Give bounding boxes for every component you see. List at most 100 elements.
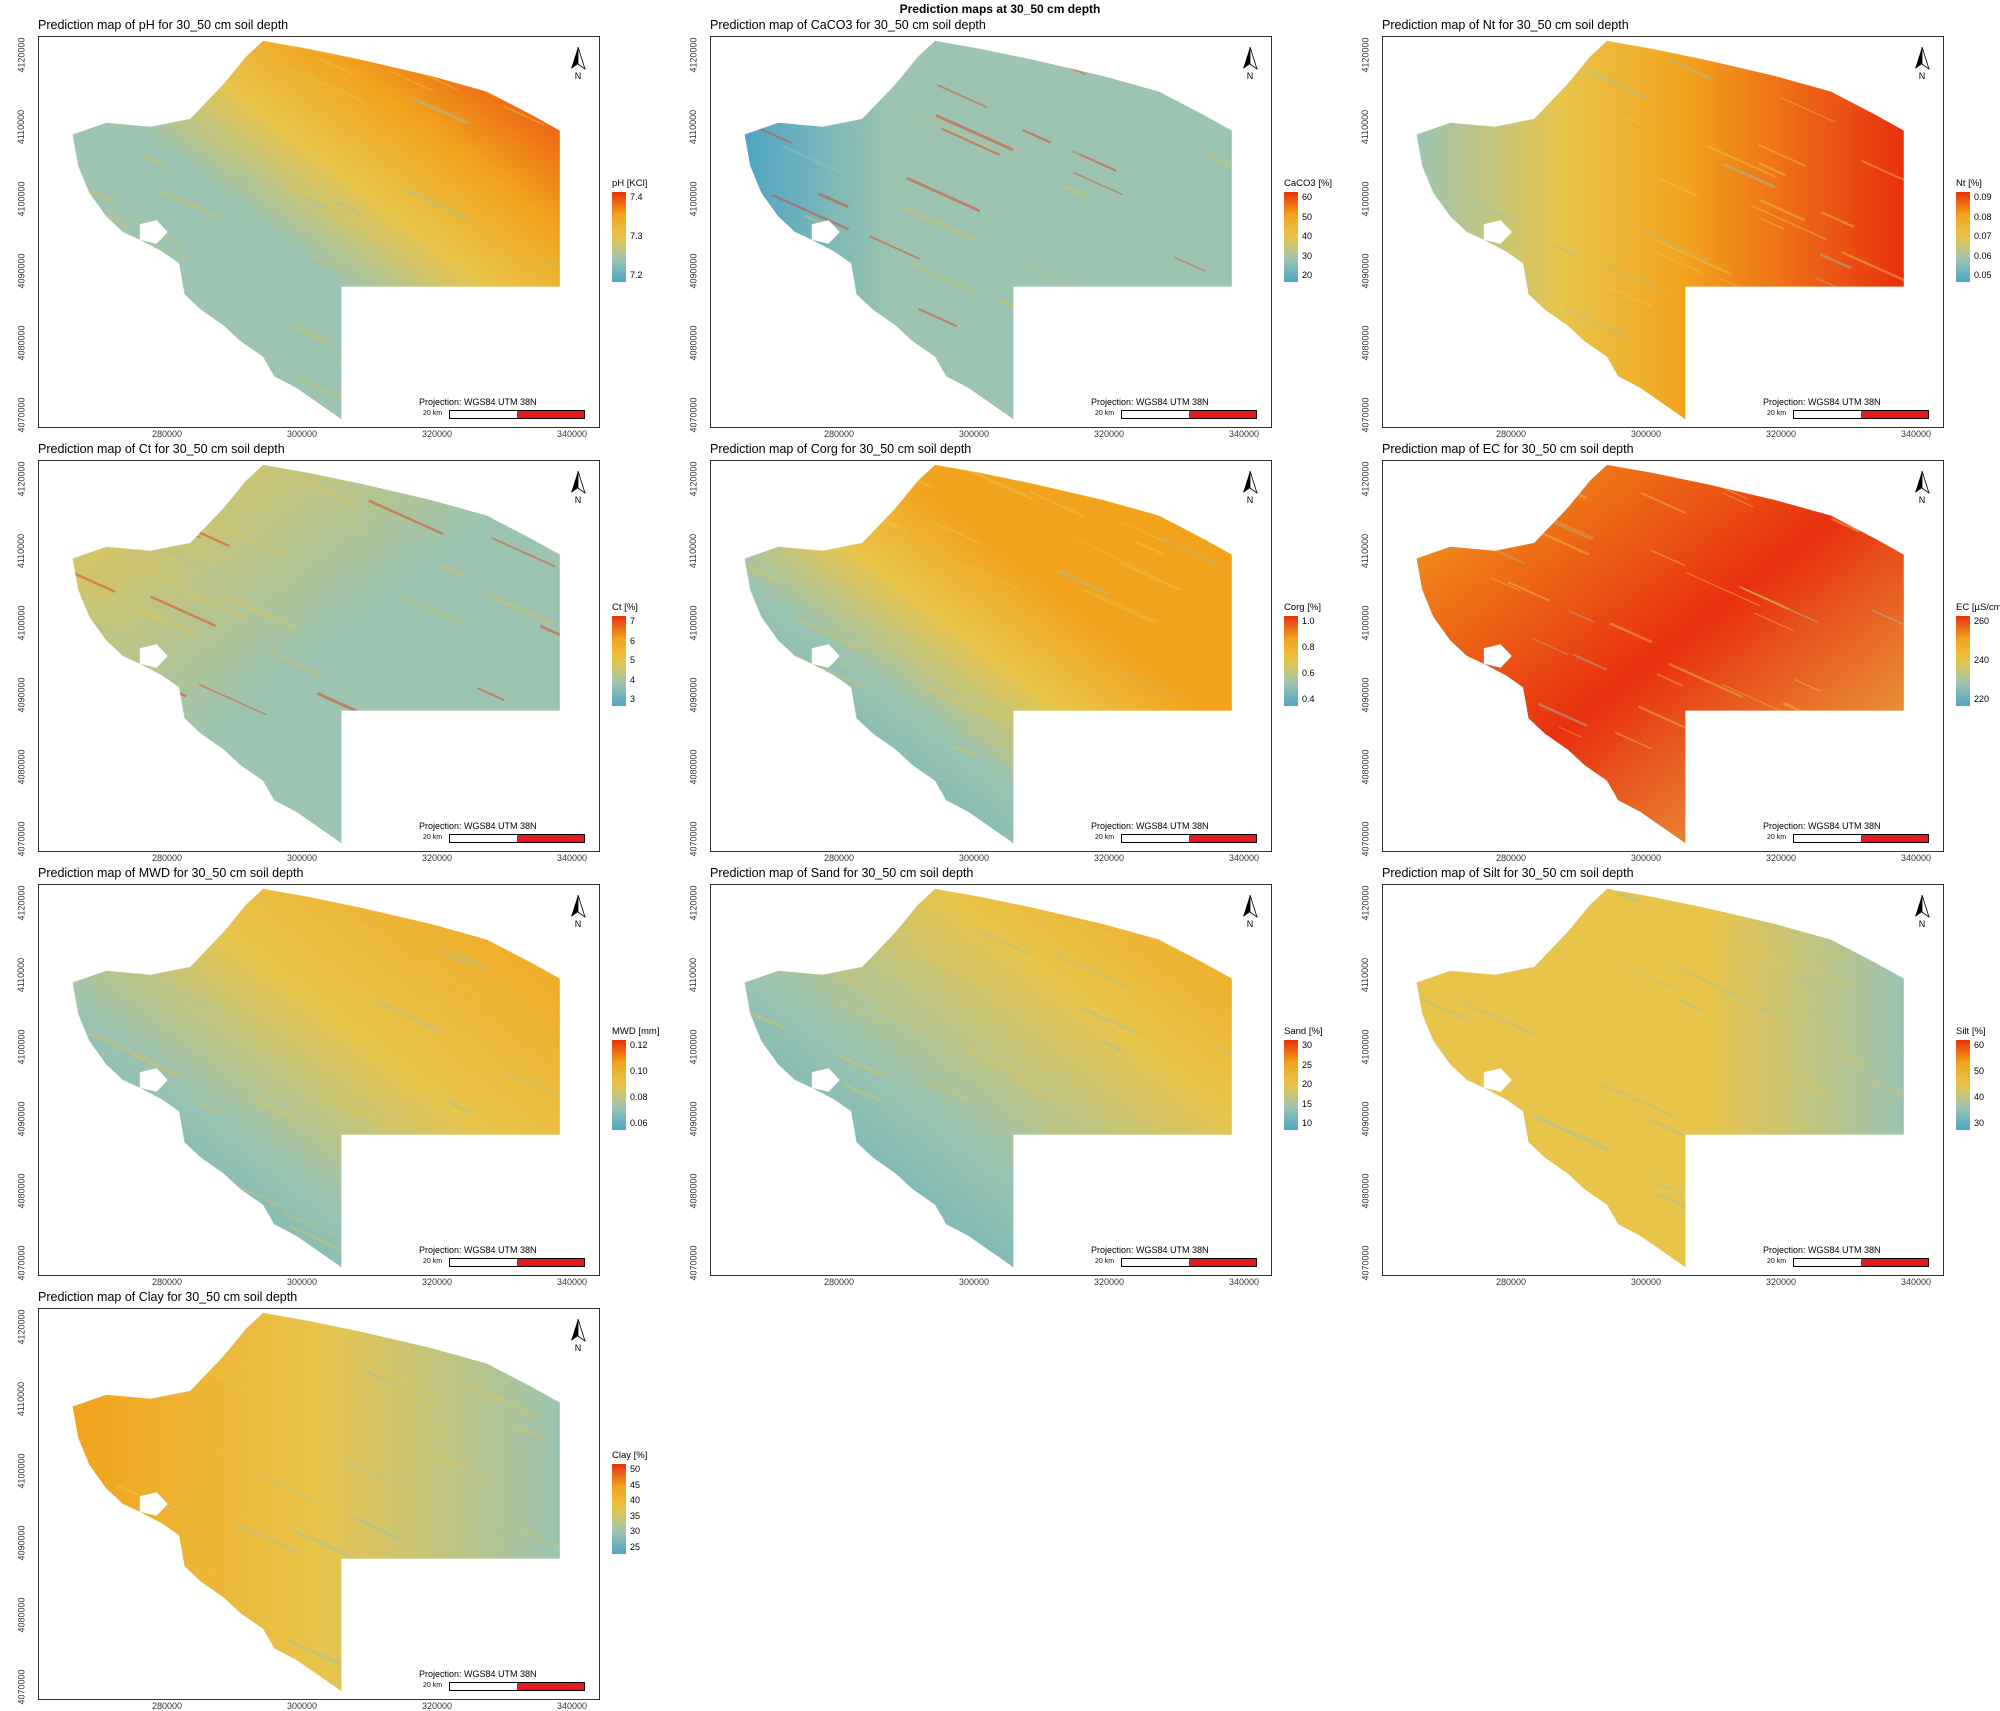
projection-label: Projection: WGS84 UTM 38N <box>1763 397 1881 407</box>
raster-streak <box>775 528 823 550</box>
north-arrow-left-half <box>571 1319 578 1341</box>
scale-bar-red-segment <box>1861 411 1928 418</box>
y-tick-label: 4100000 <box>17 605 27 640</box>
colorbar <box>1284 192 1298 282</box>
y-tick-label: 4080000 <box>17 1173 27 1208</box>
raster-streak <box>584 1665 599 1679</box>
scale-bar-label: 20 km <box>1767 410 1786 417</box>
legend-tick-label: 0.09 <box>1974 192 1992 202</box>
raster-streak <box>317 1256 367 1275</box>
scale-bar-white-segment <box>1794 1259 1861 1266</box>
raster-streak <box>1208 897 1237 910</box>
raster-streak <box>1595 413 1627 427</box>
raster-streak <box>1405 308 1436 322</box>
y-tick-label: 4110000 <box>688 958 698 992</box>
legend-tick-label: 7.2 <box>630 270 643 280</box>
raster-streak <box>392 791 426 806</box>
north-label: N <box>1247 71 1254 81</box>
y-tick-label: 4120000 <box>1361 885 1371 920</box>
raster-streak <box>1211 1147 1271 1182</box>
raster-streak <box>1907 259 1943 283</box>
colorbar <box>612 616 626 706</box>
raster-streak <box>1452 914 1510 940</box>
raster-streak <box>912 366 936 377</box>
y-tick-label: 4110000 <box>16 958 26 992</box>
raster-streak <box>129 1681 201 1699</box>
raster-streak <box>1270 1247 1271 1260</box>
raster-streak <box>1228 1095 1262 1110</box>
legend-tick-label: 40 <box>630 1495 640 1505</box>
legend-tick-label: 0.06 <box>630 1118 648 1128</box>
map-panel: Prediction map of MWD for 30_50 cm soil … <box>8 862 668 1286</box>
raster-streak <box>1212 790 1271 822</box>
raster-streak <box>1718 42 1760 61</box>
raster-streak <box>161 922 201 940</box>
raster-streak <box>142 1584 178 1600</box>
north-arrow-left-half <box>1915 47 1922 69</box>
raster-streak <box>775 828 835 851</box>
y-tick-label: 4120000 <box>689 885 699 920</box>
legend-tick-label: 0.07 <box>1974 231 1992 241</box>
scale-bar-label: 20 km <box>423 410 442 417</box>
raster-streak <box>596 462 599 495</box>
north-label: N <box>1247 495 1254 505</box>
y-tick-label: 4070000 <box>17 1245 27 1280</box>
raster-streak <box>507 756 587 792</box>
map-canvas <box>39 461 599 851</box>
raster-streak <box>756 504 830 537</box>
y-tick-label: 4100000 <box>17 1453 27 1488</box>
y-tick-label: 4070000 <box>17 397 27 432</box>
raster-streak <box>1241 84 1267 96</box>
legend-tick-label: 60 <box>1302 192 1312 202</box>
legend-tick-label: 0.8 <box>1302 642 1315 652</box>
north-label: N <box>575 495 582 505</box>
colorbar <box>612 1040 626 1130</box>
map-canvas <box>711 461 1271 851</box>
map-canvas <box>39 37 599 427</box>
north-arrow-icon: N <box>1911 45 1933 81</box>
y-tick-label: 4100000 <box>1361 1029 1371 1064</box>
legend-tick-label: 3 <box>630 694 635 704</box>
raster-streak <box>1461 1164 1518 1190</box>
legend-tick-label: 40 <box>1302 231 1312 241</box>
north-label: N <box>1919 919 1926 929</box>
raster-streak <box>1526 398 1595 427</box>
raster-streak <box>587 1194 599 1227</box>
raster-streak <box>367 1629 401 1644</box>
map-panel: Prediction map of pH for 30_50 cm soil d… <box>8 14 668 438</box>
legend-title: Corg [%] <box>1284 602 1344 613</box>
colorbar <box>612 192 626 282</box>
raster-streak <box>1167 58 1231 87</box>
raster-streak <box>1519 329 1550 343</box>
colorbar <box>1956 1040 1970 1130</box>
north-arrow-icon: N <box>567 893 589 929</box>
raster-streak <box>69 1216 132 1244</box>
y-tick-label: 4080000 <box>689 325 699 360</box>
north-arrow-left-half <box>1915 895 1922 917</box>
raster-streak <box>86 733 121 749</box>
raster-streak <box>732 506 791 533</box>
raster-streak <box>1489 407 1529 425</box>
map-canvas <box>39 1309 599 1699</box>
raster-streak <box>1911 522 1943 548</box>
legend-tick-label: 20 <box>1302 270 1312 280</box>
raster-streak <box>1526 1208 1547 1218</box>
y-tick-label: 4110000 <box>688 534 698 568</box>
raster-streak <box>1836 39 1901 68</box>
scale-bar-white-segment <box>450 411 517 418</box>
raster-streak <box>816 913 886 944</box>
y-tick-label: 4080000 <box>689 1173 699 1208</box>
north-arrow-right-half <box>1922 471 1929 493</box>
projection-label: Projection: WGS84 UTM 38N <box>1091 397 1209 407</box>
raster-streak <box>800 1139 824 1150</box>
raster-streak <box>1157 501 1199 520</box>
x-tick-label: 340000 <box>557 1701 587 1711</box>
y-tick-label: 4100000 <box>689 605 699 640</box>
north-arrow-right-half <box>578 1319 585 1341</box>
legend-title: Clay [%] <box>612 1450 672 1461</box>
legend-tick-label: 7 <box>630 616 635 626</box>
